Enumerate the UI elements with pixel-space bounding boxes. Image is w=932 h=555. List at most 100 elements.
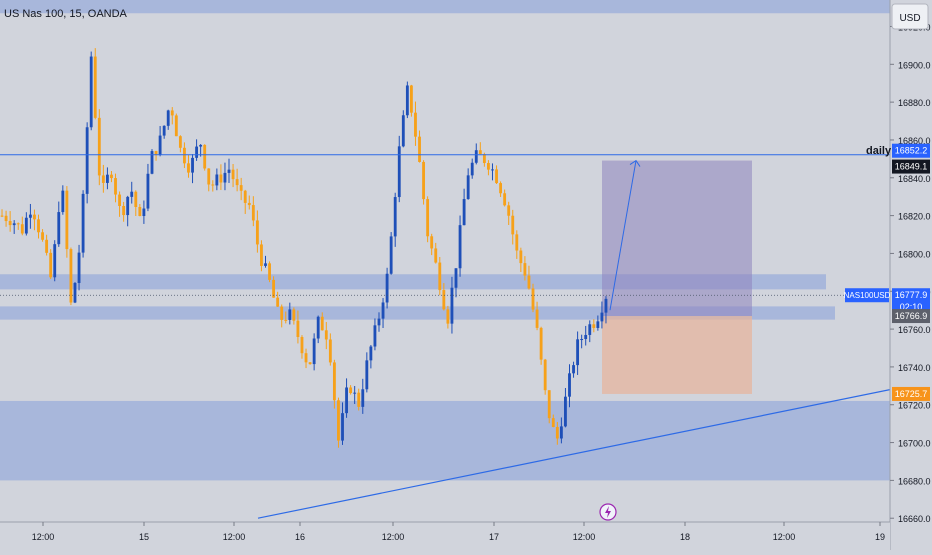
candle-body bbox=[397, 146, 401, 198]
candle-body bbox=[280, 306, 284, 320]
replay-button[interactable] bbox=[599, 503, 617, 521]
candle bbox=[568, 364, 571, 408]
candle-body bbox=[69, 249, 73, 303]
candle bbox=[499, 181, 503, 197]
candle bbox=[174, 113, 178, 137]
candle-body bbox=[547, 390, 551, 419]
candle bbox=[203, 144, 207, 171]
candle-body bbox=[162, 125, 166, 136]
candle bbox=[57, 201, 61, 247]
candle bbox=[178, 135, 182, 153]
candle-body bbox=[73, 282, 77, 303]
candle bbox=[547, 390, 551, 424]
currency-button-label: USD bbox=[899, 13, 920, 24]
price-tick-label: 16860.0 bbox=[898, 136, 931, 146]
position-stop-zone[interactable] bbox=[602, 316, 752, 394]
candle bbox=[65, 186, 69, 258]
currency-button[interactable]: USD bbox=[891, 3, 929, 30]
candle-body bbox=[101, 175, 105, 183]
candle-body bbox=[320, 316, 324, 331]
position-target-zone[interactable] bbox=[602, 160, 752, 317]
candle bbox=[211, 180, 215, 192]
trend-line[interactable] bbox=[257, 389, 891, 519]
candle bbox=[507, 201, 511, 225]
candle bbox=[272, 276, 276, 298]
price-axis-label: 16852.2 bbox=[895, 146, 928, 156]
candle-body bbox=[332, 362, 336, 401]
candle bbox=[600, 301, 604, 329]
price-axis-label-bg bbox=[892, 386, 930, 401]
candle-body bbox=[564, 396, 567, 427]
candle-body bbox=[203, 144, 207, 169]
time-tick-label: 12:00 bbox=[32, 532, 55, 542]
time-tick-label: 12:00 bbox=[573, 532, 596, 542]
candle bbox=[337, 397, 340, 448]
candle-body bbox=[146, 173, 150, 209]
long-position-tool[interactable] bbox=[602, 160, 752, 394]
candle-body bbox=[114, 178, 117, 195]
time-tick-label: 17 bbox=[489, 532, 499, 542]
candle bbox=[426, 196, 430, 243]
projection-arrowhead bbox=[629, 159, 641, 167]
candle-body bbox=[482, 154, 486, 164]
candle bbox=[357, 388, 361, 411]
candle bbox=[312, 333, 316, 371]
candle bbox=[369, 345, 373, 369]
candle bbox=[255, 210, 259, 253]
candle-body bbox=[4, 215, 8, 222]
candle bbox=[555, 421, 559, 445]
candle-body bbox=[255, 220, 259, 245]
time-tick-label: 19 bbox=[875, 532, 885, 542]
candle-body bbox=[446, 309, 450, 324]
candle bbox=[170, 107, 174, 125]
candle bbox=[572, 361, 575, 378]
candle-body bbox=[389, 236, 393, 274]
candle bbox=[284, 311, 288, 324]
supply-demand-zone[interactable] bbox=[0, 0, 890, 14]
candle-body bbox=[430, 236, 434, 249]
candle bbox=[373, 318, 377, 351]
candle-body bbox=[231, 169, 235, 180]
candle bbox=[53, 240, 57, 282]
candle-body bbox=[239, 185, 243, 191]
symbol-price-tag-label: NAS100USD bbox=[844, 291, 891, 300]
symbol-title[interactable]: US Nas 100, 15, OANDA bbox=[4, 8, 128, 20]
candle-body bbox=[65, 190, 69, 250]
candle bbox=[361, 378, 365, 414]
candle-body bbox=[215, 174, 219, 186]
candle bbox=[154, 150, 158, 161]
symbol-price-tag bbox=[845, 288, 889, 303]
candle bbox=[543, 358, 547, 395]
candle bbox=[519, 247, 523, 272]
candle bbox=[576, 331, 580, 375]
candle bbox=[523, 256, 527, 281]
candle bbox=[503, 189, 507, 207]
time-axis[interactable] bbox=[0, 522, 890, 550]
candle-body bbox=[531, 288, 535, 310]
candle-body bbox=[328, 339, 332, 363]
candle bbox=[320, 312, 324, 331]
price-axis[interactable] bbox=[890, 0, 932, 550]
price-tick-label: 16820.0 bbox=[898, 212, 931, 222]
candle bbox=[243, 189, 247, 214]
candle bbox=[150, 149, 154, 175]
candle-body bbox=[377, 318, 381, 326]
candle-body bbox=[57, 212, 61, 245]
candle-body bbox=[118, 194, 121, 206]
candle bbox=[580, 334, 584, 349]
candle bbox=[45, 234, 49, 256]
projection-arrow[interactable] bbox=[609, 160, 637, 311]
candle bbox=[584, 325, 588, 346]
candle-body bbox=[33, 214, 36, 220]
supply-demand-zone[interactable] bbox=[0, 400, 890, 481]
candle-body bbox=[499, 183, 503, 194]
candle bbox=[69, 247, 73, 306]
candle bbox=[276, 291, 280, 307]
price-axis-label-bg bbox=[892, 288, 930, 303]
price-axis-label: 16766.9 bbox=[895, 311, 928, 321]
price-tick-label: 16760.0 bbox=[898, 325, 931, 335]
candle-body bbox=[89, 56, 93, 128]
candle bbox=[511, 209, 515, 245]
candle bbox=[215, 168, 219, 191]
